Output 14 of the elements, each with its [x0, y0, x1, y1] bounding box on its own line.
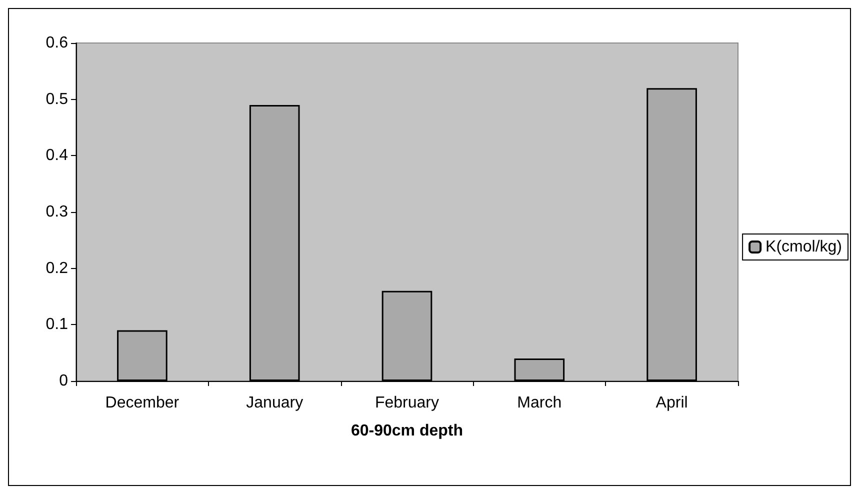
y-tick-label: 0.4 — [46, 147, 68, 164]
y-tick-label: 0 — [59, 372, 68, 390]
x-tick-label: March — [517, 394, 562, 412]
x-tick-label: January — [246, 394, 304, 412]
y-tick-label: 0.2 — [46, 260, 68, 277]
x-tick-label: December — [105, 394, 180, 412]
y-tick-label: 0.6 — [46, 34, 68, 52]
x-tick-label: February — [374, 394, 440, 412]
x-tick-label: April — [656, 394, 688, 412]
x-axis-title: 60-90cm depth — [350, 422, 464, 440]
legend-label: K(cmol/kg) — [766, 238, 842, 256]
y-tick-label: 0.3 — [46, 204, 68, 220]
y-tick-label: 0.1 — [46, 316, 68, 334]
y-tick-label: 0.5 — [46, 90, 68, 108]
